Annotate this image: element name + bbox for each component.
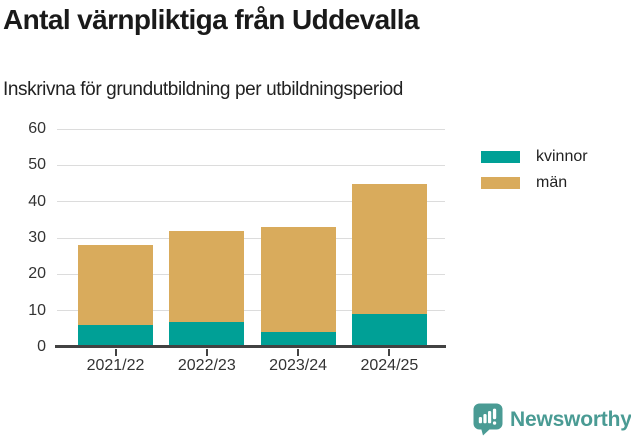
chart-title: Antal värnpliktiga från Uddevalla (3, 4, 419, 35)
x-axis-tick (205, 349, 208, 356)
bar-segment (169, 230, 245, 322)
gridline (57, 310, 445, 312)
x-axis-tick (297, 349, 300, 356)
legend-item: kvinnor (481, 149, 588, 165)
brand-name: Newsworthy (510, 408, 631, 431)
y-axis-tick-label: 40 (28, 192, 46, 210)
legend-label: kvinnor (536, 148, 588, 165)
legend-label: män (536, 174, 568, 191)
legend-swatch (481, 177, 520, 189)
x-axis-category-label: 2023/24 (269, 357, 328, 374)
x-axis-category-label: 2024/25 (360, 357, 419, 374)
y-axis-tick-label: 30 (28, 229, 46, 246)
y-axis-tick-label: 20 (28, 265, 46, 283)
x-axis-tick (114, 349, 117, 356)
gridline (57, 237, 445, 239)
bar-segment (78, 245, 153, 326)
y-axis-tick-label: 0 (37, 338, 46, 355)
gridline (57, 164, 445, 166)
legend-item: män (481, 175, 588, 191)
brand-footer: Newsworthy (473, 403, 631, 437)
chart-subtitle: Inskrivna för grundutbildning per utbild… (3, 79, 403, 100)
legend-swatch (481, 151, 520, 163)
x-axis-category-label: 2022/23 (177, 357, 236, 374)
bar-segment (260, 332, 336, 347)
y-axis-tick-label: 10 (28, 301, 46, 319)
y-axis-tick-label: 50 (28, 156, 46, 174)
gridline (57, 201, 445, 203)
y-axis-tick-label: 60 (28, 120, 46, 137)
gridline (57, 128, 445, 130)
x-axis-line (55, 345, 446, 348)
bar-segment (351, 183, 427, 315)
chart-legend: kvinnor män (481, 149, 588, 201)
bar-segment (351, 314, 427, 347)
bar-segment (260, 227, 336, 333)
newsworthy-logo-icon (473, 403, 503, 436)
x-axis-category-label: 2021/22 (86, 357, 145, 374)
x-axis-tick (388, 349, 391, 356)
bar-segment (169, 321, 245, 347)
bar-segment (78, 325, 153, 347)
gridline (57, 273, 445, 275)
